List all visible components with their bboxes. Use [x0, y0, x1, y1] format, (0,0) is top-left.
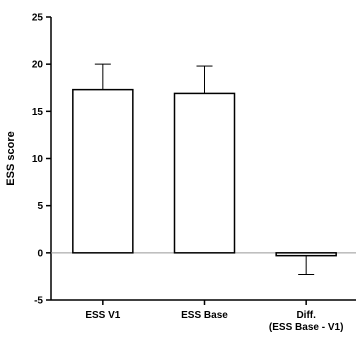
- bar-2: [173, 92, 236, 254]
- x-tick-label: ESS Base: [181, 310, 228, 321]
- y-axis: -5 0 5 10 15 20 25: [32, 13, 52, 307]
- bar-3: [275, 252, 337, 257]
- x-tick-label: (ESS Base - V1): [269, 322, 343, 333]
- y-tick-label: -5: [34, 296, 43, 307]
- y-axis-title: ESS score: [5, 131, 17, 185]
- y-tick-label: 0: [37, 248, 43, 259]
- y-tick-label: 25: [32, 13, 44, 24]
- x-tick-label: Diff.: [296, 310, 316, 321]
- bars: [72, 63, 337, 276]
- x-axis: ESS V1 ESS Base Diff.(ESS Base - V1): [51, 299, 356, 333]
- y-tick-label: 20: [32, 60, 44, 71]
- y-tick-label: 10: [32, 154, 44, 165]
- y-tick-label: 5: [37, 201, 43, 212]
- bar-1: [72, 88, 134, 254]
- x-tick-label: ESS V1: [85, 310, 120, 321]
- y-tick-label: 15: [32, 107, 44, 118]
